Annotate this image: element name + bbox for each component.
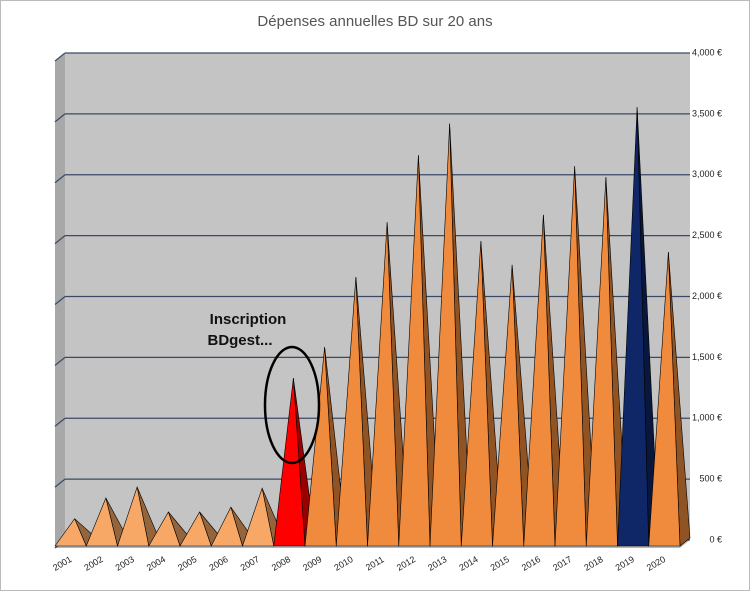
pyramid [85, 497, 118, 547]
y-tick-label: 2,000 € [692, 291, 722, 301]
grid-line [54, 478, 66, 488]
grid-line [54, 417, 66, 427]
y-tick-label: 1,000 € [692, 413, 722, 423]
grid-line [54, 356, 66, 366]
grid-line [54, 235, 66, 245]
pyramid [210, 506, 243, 547]
pyramid [585, 177, 618, 547]
annotation-circle [263, 345, 321, 465]
y-tick-label: 3,000 € [692, 169, 722, 179]
y-tick-label: 4,000 € [692, 47, 722, 57]
pyramid [648, 252, 681, 547]
grid-line [54, 296, 66, 305]
grid-line [54, 113, 66, 123]
pyramid [398, 155, 431, 547]
pyramid [492, 264, 525, 547]
y-tick-label: 0 € [709, 534, 722, 544]
pyramid [523, 214, 556, 547]
pyramid [335, 276, 368, 547]
pyramid [617, 107, 650, 547]
pyramid [54, 518, 87, 547]
annotation: Inscription [210, 311, 287, 328]
y-tick-label: 500 € [699, 474, 722, 484]
pyramid [429, 123, 462, 547]
pyramid [304, 346, 337, 547]
y-tick-label: 1,500 € [692, 352, 722, 362]
chart-title: Dépenses annuelles BD sur 20 ans [257, 13, 492, 30]
annotation: BDgest... [207, 332, 272, 349]
pyramid [148, 511, 181, 547]
pyramid [179, 511, 212, 547]
pyramid [367, 222, 400, 547]
pyramid [117, 485, 150, 547]
y-tick-label: 2,500 € [692, 230, 722, 240]
pyramid [554, 166, 587, 547]
grid-line [54, 52, 66, 62]
pyramid [460, 241, 493, 547]
pyramid [242, 487, 275, 547]
grid-line [54, 174, 66, 184]
y-tick-label: 3,500 € [692, 108, 722, 118]
